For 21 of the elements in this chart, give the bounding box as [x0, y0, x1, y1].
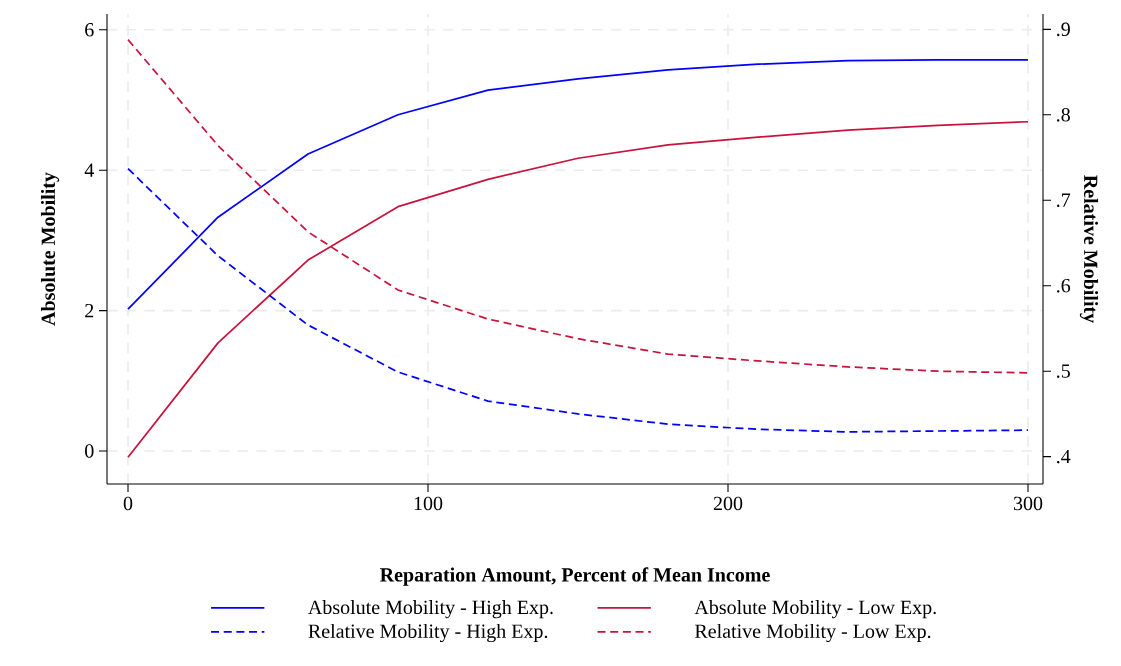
x-tick-label: 300	[1013, 496, 1043, 511]
legend-label: Absolute Mobility - Low Exp.	[694, 600, 936, 619]
y2-tick-label: .7	[1057, 193, 1071, 207]
legend-label: Absolute Mobility - High Exp.	[308, 600, 553, 619]
x-tick-label: 200	[713, 496, 743, 511]
y2-tick-label: .5	[1057, 364, 1070, 378]
y-tick-label: 4	[84, 163, 94, 177]
y-tick-label: 6	[85, 23, 94, 37]
x-axis-title: Reparation Amount, Percent of Mean Income	[380, 567, 770, 586]
y-tick-label: 2	[85, 303, 94, 318]
y2-tick-label: .8	[1057, 108, 1070, 122]
legend-label: Relative Mobility - High Exp.	[308, 623, 548, 643]
y-tick-label: 0	[85, 444, 94, 458]
y2-tick-label: .6	[1057, 278, 1071, 293]
y-axis-title: Absolute Mobility	[40, 172, 60, 326]
y2-tick-label: .9	[1057, 22, 1070, 37]
y2-axis-title: Relative Mobility	[1079, 175, 1099, 323]
x-tick-label: 100	[414, 496, 443, 511]
legend-label: Relative Mobility - Low Exp.	[694, 623, 931, 643]
y2-tick-label: .4	[1057, 449, 1071, 464]
x-tick-label: 0	[123, 496, 133, 511]
